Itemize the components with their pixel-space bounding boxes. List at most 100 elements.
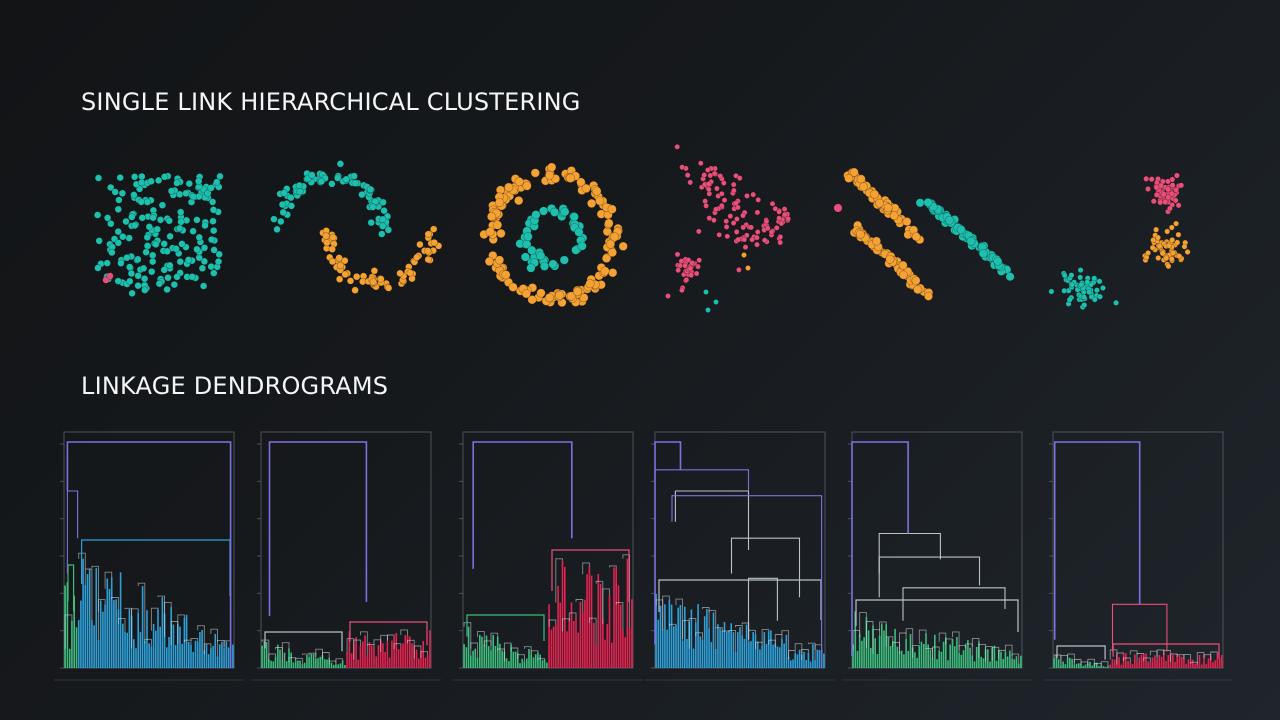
data-point <box>577 241 587 251</box>
merge-link <box>85 568 93 621</box>
merge-link <box>1143 657 1151 663</box>
merge-link <box>902 587 1006 621</box>
data-point <box>416 240 424 249</box>
data-point <box>335 275 344 283</box>
merge-link <box>568 612 577 621</box>
merge-link <box>1087 658 1095 666</box>
data-point <box>685 257 692 263</box>
merge-link <box>958 644 967 651</box>
merge-link <box>872 629 881 654</box>
merge-link <box>708 610 717 649</box>
data-point <box>165 217 174 225</box>
data-point <box>993 256 1003 266</box>
data-point <box>278 200 287 209</box>
data-point <box>688 272 695 278</box>
data-point <box>114 205 123 214</box>
merge-link <box>859 612 867 638</box>
data-point <box>1150 237 1157 244</box>
data-point <box>898 260 908 270</box>
data-point <box>358 190 366 199</box>
data-point <box>424 255 432 264</box>
data-point <box>134 255 142 263</box>
data-point <box>697 160 704 167</box>
dendrograms-heading: LINKAGE DENDROGRAMS <box>81 372 389 400</box>
merge-link <box>788 650 796 660</box>
merge-link <box>1203 654 1212 659</box>
data-point <box>733 228 740 235</box>
data-point <box>322 232 330 240</box>
merge-link <box>814 644 823 650</box>
top-link <box>851 441 909 657</box>
data-point <box>674 143 681 150</box>
data-point <box>195 233 204 242</box>
data-point <box>718 202 725 209</box>
merge-link <box>991 646 1000 661</box>
data-point <box>1176 253 1183 260</box>
data-point <box>138 172 146 181</box>
data-point <box>350 172 358 180</box>
data-point <box>1077 267 1084 274</box>
data-point <box>140 275 149 283</box>
merge-link <box>781 630 790 657</box>
data-point <box>494 255 505 265</box>
data-point <box>1175 202 1182 209</box>
merge-link <box>945 638 953 645</box>
data-point <box>526 263 536 273</box>
data-point <box>177 208 185 216</box>
data-point <box>711 217 717 224</box>
data-point <box>378 215 387 224</box>
data-point <box>586 198 597 208</box>
data-point <box>727 213 734 219</box>
data-point <box>703 289 709 295</box>
data-point <box>701 172 708 178</box>
scatter-plot-concentric-circles <box>479 162 628 308</box>
data-point <box>1168 224 1175 231</box>
data-point <box>754 234 760 241</box>
data-point <box>705 186 712 193</box>
data-point <box>1148 176 1155 183</box>
merge-link <box>328 660 337 665</box>
data-point <box>538 206 549 216</box>
data-point <box>522 181 532 191</box>
data-point <box>713 206 719 213</box>
merge-link <box>150 607 159 631</box>
data-point <box>214 257 223 266</box>
merge-link <box>728 629 737 652</box>
data-point <box>544 170 555 180</box>
data-point <box>485 227 495 237</box>
merge-link <box>1156 649 1165 657</box>
data-point <box>674 251 681 258</box>
merge-link <box>879 621 887 631</box>
data-point <box>207 235 216 244</box>
data-point <box>336 160 345 168</box>
data-point <box>1153 226 1160 233</box>
data-point <box>351 179 359 187</box>
merge-link <box>91 565 99 640</box>
data-point <box>134 282 142 290</box>
merge-link <box>1094 662 1102 667</box>
data-point <box>215 250 223 259</box>
data-point <box>874 198 884 208</box>
data-point <box>1143 175 1150 182</box>
data-point <box>147 177 155 186</box>
data-point <box>750 191 757 198</box>
data-point <box>530 168 540 178</box>
merge-link <box>503 642 512 662</box>
data-point <box>200 244 209 252</box>
data-point <box>781 206 788 212</box>
data-point <box>487 212 497 222</box>
data-point <box>367 218 375 227</box>
data-point <box>95 237 103 245</box>
data-point <box>116 173 124 182</box>
merge-link <box>562 618 570 632</box>
data-point <box>520 252 531 262</box>
data-point <box>413 253 421 262</box>
data-point <box>287 202 296 210</box>
merge-link <box>965 643 973 656</box>
data-point <box>539 261 550 271</box>
data-point <box>923 198 933 208</box>
data-point <box>209 206 218 214</box>
scatter-plot-two-moons <box>270 160 443 294</box>
data-point <box>716 231 723 238</box>
